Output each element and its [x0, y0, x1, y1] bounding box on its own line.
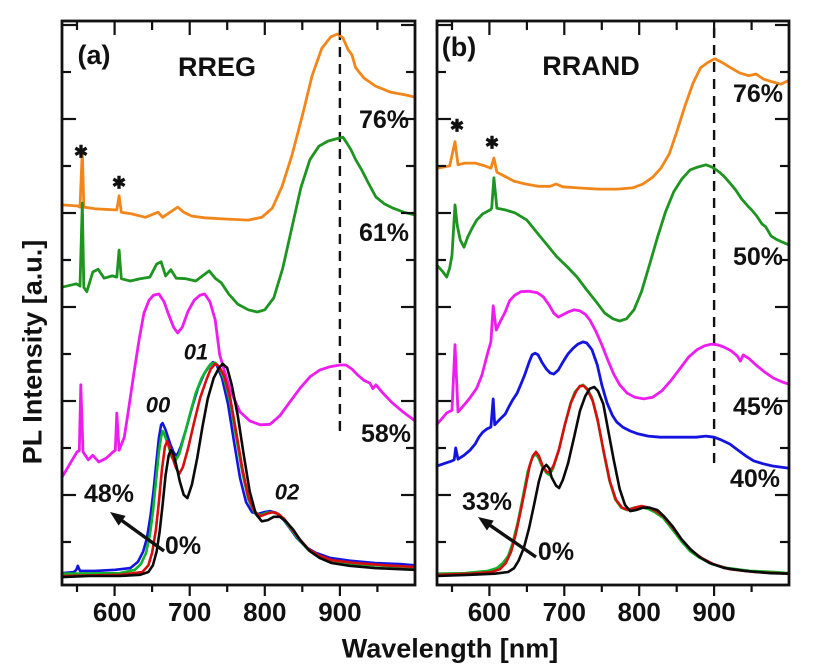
spectrum-curve-76- — [60, 32, 417, 222]
curve-label-45: 45% — [733, 393, 783, 421]
curve-label-76: 76% — [733, 80, 783, 108]
vibronic-label-00: 00 — [146, 393, 171, 418]
spectrum-curve-76- — [435, 57, 791, 191]
x-tick-label: 600 — [93, 597, 136, 627]
x-tick-label: 600 — [468, 597, 511, 627]
y-axis-label: PL Intensity [a.u.] — [17, 239, 48, 465]
x-tick-label: 800 — [243, 597, 286, 627]
spectrum-curve-61- — [60, 135, 417, 314]
x-tick-label: 800 — [618, 597, 661, 627]
increase-arrow-shaft — [118, 517, 165, 553]
x-axis-label: Wavelength [nm] — [341, 633, 559, 664]
laser-line-asterisk: ✱ — [74, 143, 88, 162]
spectrum-curve-0- — [60, 362, 417, 579]
curve-label-76: 76% — [359, 106, 409, 134]
curve-label-0: 0% — [538, 538, 574, 566]
panel-frame-b — [435, 19, 791, 587]
increase-arrow-head — [110, 512, 126, 526]
curve-label-33: 33% — [462, 488, 512, 516]
laser-line-asterisk: ✱ — [485, 134, 499, 153]
panel-title: RREG — [178, 52, 256, 82]
increase-arrow-head — [478, 517, 494, 531]
panel-label: (b) — [442, 32, 476, 62]
spectrum-curve-48- — [60, 360, 417, 575]
curve-label-0: 0% — [165, 532, 201, 560]
spectrum-curve-50- — [435, 163, 791, 323]
x-tick-label: 900 — [318, 597, 361, 627]
vibronic-label-02: 02 — [275, 480, 300, 505]
panel-label: (a) — [78, 40, 111, 70]
curve-label-61: 61% — [359, 219, 409, 247]
spectrum-curve-45- — [435, 289, 791, 426]
spectrum-curve-0- — [435, 385, 791, 578]
laser-line-asterisk: ✱ — [112, 174, 126, 193]
curve-label-58: 58% — [361, 420, 411, 448]
increase-arrow-shaft — [486, 522, 537, 559]
curve-label-50: 50% — [733, 243, 783, 271]
x-tick-label: 700 — [543, 597, 586, 627]
vibronic-label-01: 01 — [184, 340, 208, 365]
curve-label-40: 40% — [730, 465, 780, 493]
x-tick-label: 700 — [168, 597, 211, 627]
spectrum-curve-40- — [435, 340, 791, 470]
curve-label-48: 48% — [84, 480, 134, 508]
x-tick-label: 900 — [692, 597, 735, 627]
laser-line-asterisk: ✱ — [450, 117, 464, 136]
spectrum-curve-58- — [60, 292, 417, 479]
panel-title: RRAND — [542, 51, 640, 81]
panel-frame-a — [60, 19, 417, 587]
